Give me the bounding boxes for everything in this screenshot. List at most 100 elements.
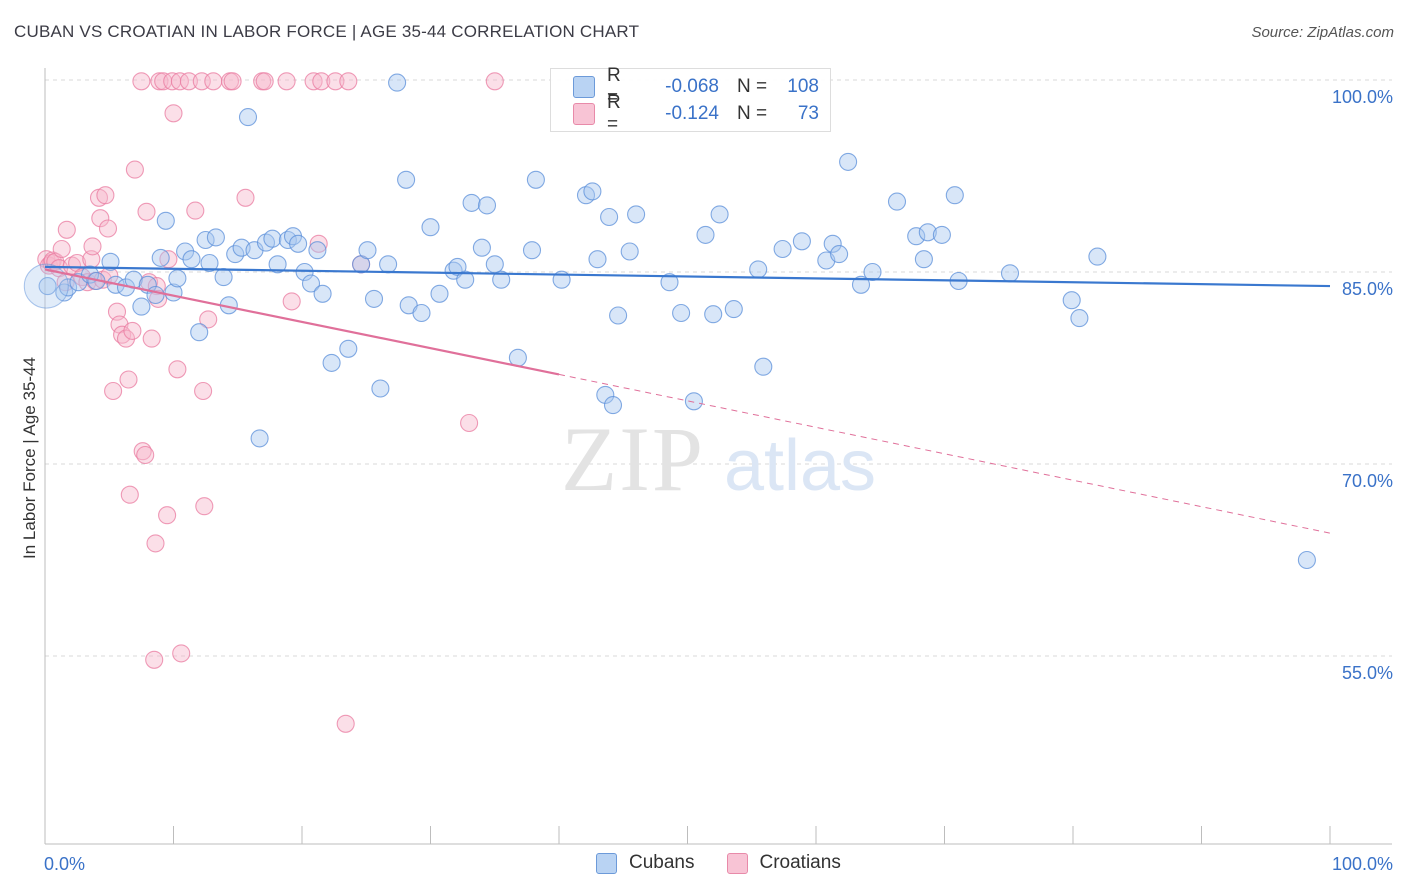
n-value: 73 [797,103,819,124]
cuban-point [322,353,341,372]
croatian-point [145,650,164,669]
cuban-point [914,250,933,269]
cubans-trend-line [44,265,1331,288]
cuban-point [23,263,69,309]
croatian-point [460,413,479,433]
cuban-point [268,255,287,274]
correlation-legend: R = -0.068 N = 108 R = -0.124 N = 73 [550,65,831,135]
cuban-point [156,211,175,230]
y-axis-label: In Labor Force | Age 35-44 [20,357,39,559]
cuban-point [313,284,332,303]
croatian-point [164,104,183,123]
cuban-point [295,262,314,282]
croatian-point [52,239,71,259]
cuban-point [710,205,729,224]
croatian-point [309,234,328,253]
cuban-point [263,229,282,248]
series-legend: Cubans Croatians [596,852,873,874]
cuban-point [339,339,358,358]
cuban-point [660,273,679,292]
croatian-point [199,310,218,329]
croatian-point [91,209,110,228]
croatian-point [96,186,115,205]
croatian-point [123,321,142,340]
y-tick-label: 70.0% [1342,471,1393,491]
cuban-point [38,277,57,296]
cuban-point [200,253,219,273]
croatians-points [37,72,504,733]
watermark-atlas: atlas [724,426,876,506]
cuban-point [851,275,871,294]
croatian-point [136,445,155,465]
croatian-point [125,160,144,179]
cuban-point [627,205,646,224]
cuban-point [308,241,327,260]
cuban-point [773,239,792,259]
croatians-swatch [573,103,595,125]
cuban-point [526,170,545,189]
cuban-point [485,255,504,274]
cuban-point [364,289,384,308]
cuban-point [462,193,481,212]
cuban-point [1062,291,1081,310]
cuban-point [600,207,619,227]
cuban-point [839,152,858,171]
croatian-point [282,292,301,311]
cuban-point [379,255,398,274]
croatian-point [339,72,358,91]
cuban-point [214,268,233,287]
source-label: Source: ZipAtlas.com [1251,24,1394,41]
cuban-point [596,385,615,404]
croatians-swatch [726,852,748,874]
cuban-point [421,218,440,237]
y-tick-label: 55.0% [1342,663,1393,683]
cuban-point [620,242,639,261]
cuban-point [151,248,170,267]
cubans-swatch [573,76,595,98]
croatian-point [195,497,214,516]
cuban-point [238,108,258,127]
cuban-point [190,323,209,342]
croatian-point [172,644,191,663]
cuban-point [226,245,245,264]
legend-label-cubans: Cubans [629,852,695,873]
croatian-point [336,714,355,733]
cuban-point [522,241,542,260]
croatian-point [142,329,161,348]
croatian-point [57,220,76,239]
cuban-point [918,223,937,242]
cuban-point [603,396,623,415]
r-label: R = [607,92,621,135]
cuban-point [182,250,201,269]
cuban-point [609,306,628,325]
cuban-point [583,182,602,201]
cuban-point [132,297,151,316]
croatian-point [236,188,255,207]
cuban-point [101,252,120,271]
cuban-point [749,260,768,279]
cuban-point [945,186,964,205]
cuban-point [588,250,607,269]
croatian-point [104,381,123,401]
chart-title: CUBAN VS CROATIAN IN LABOR FORCE | AGE 3… [14,22,640,41]
cuban-point [684,392,703,411]
n-label: N = [737,76,768,97]
y-tick-label: 85.0% [1342,279,1393,299]
croatian-point [255,72,274,91]
cuban-point [301,274,321,293]
cuban-point [672,303,691,323]
r-value: -0.068 [665,76,719,97]
croatian-point [146,534,165,553]
croatian-point [326,72,345,91]
croatian-point [168,360,187,379]
n-label: N = [737,103,768,124]
cuban-point [830,245,849,264]
croatian-point [277,72,296,91]
cuban-point [206,228,225,247]
legend-item-cubans[interactable]: Cubans [596,852,695,874]
legend-item-croatians[interactable]: Croatians [726,852,841,874]
cuban-point [430,284,449,303]
cuban-point [754,357,773,376]
croatian-point [304,72,323,91]
